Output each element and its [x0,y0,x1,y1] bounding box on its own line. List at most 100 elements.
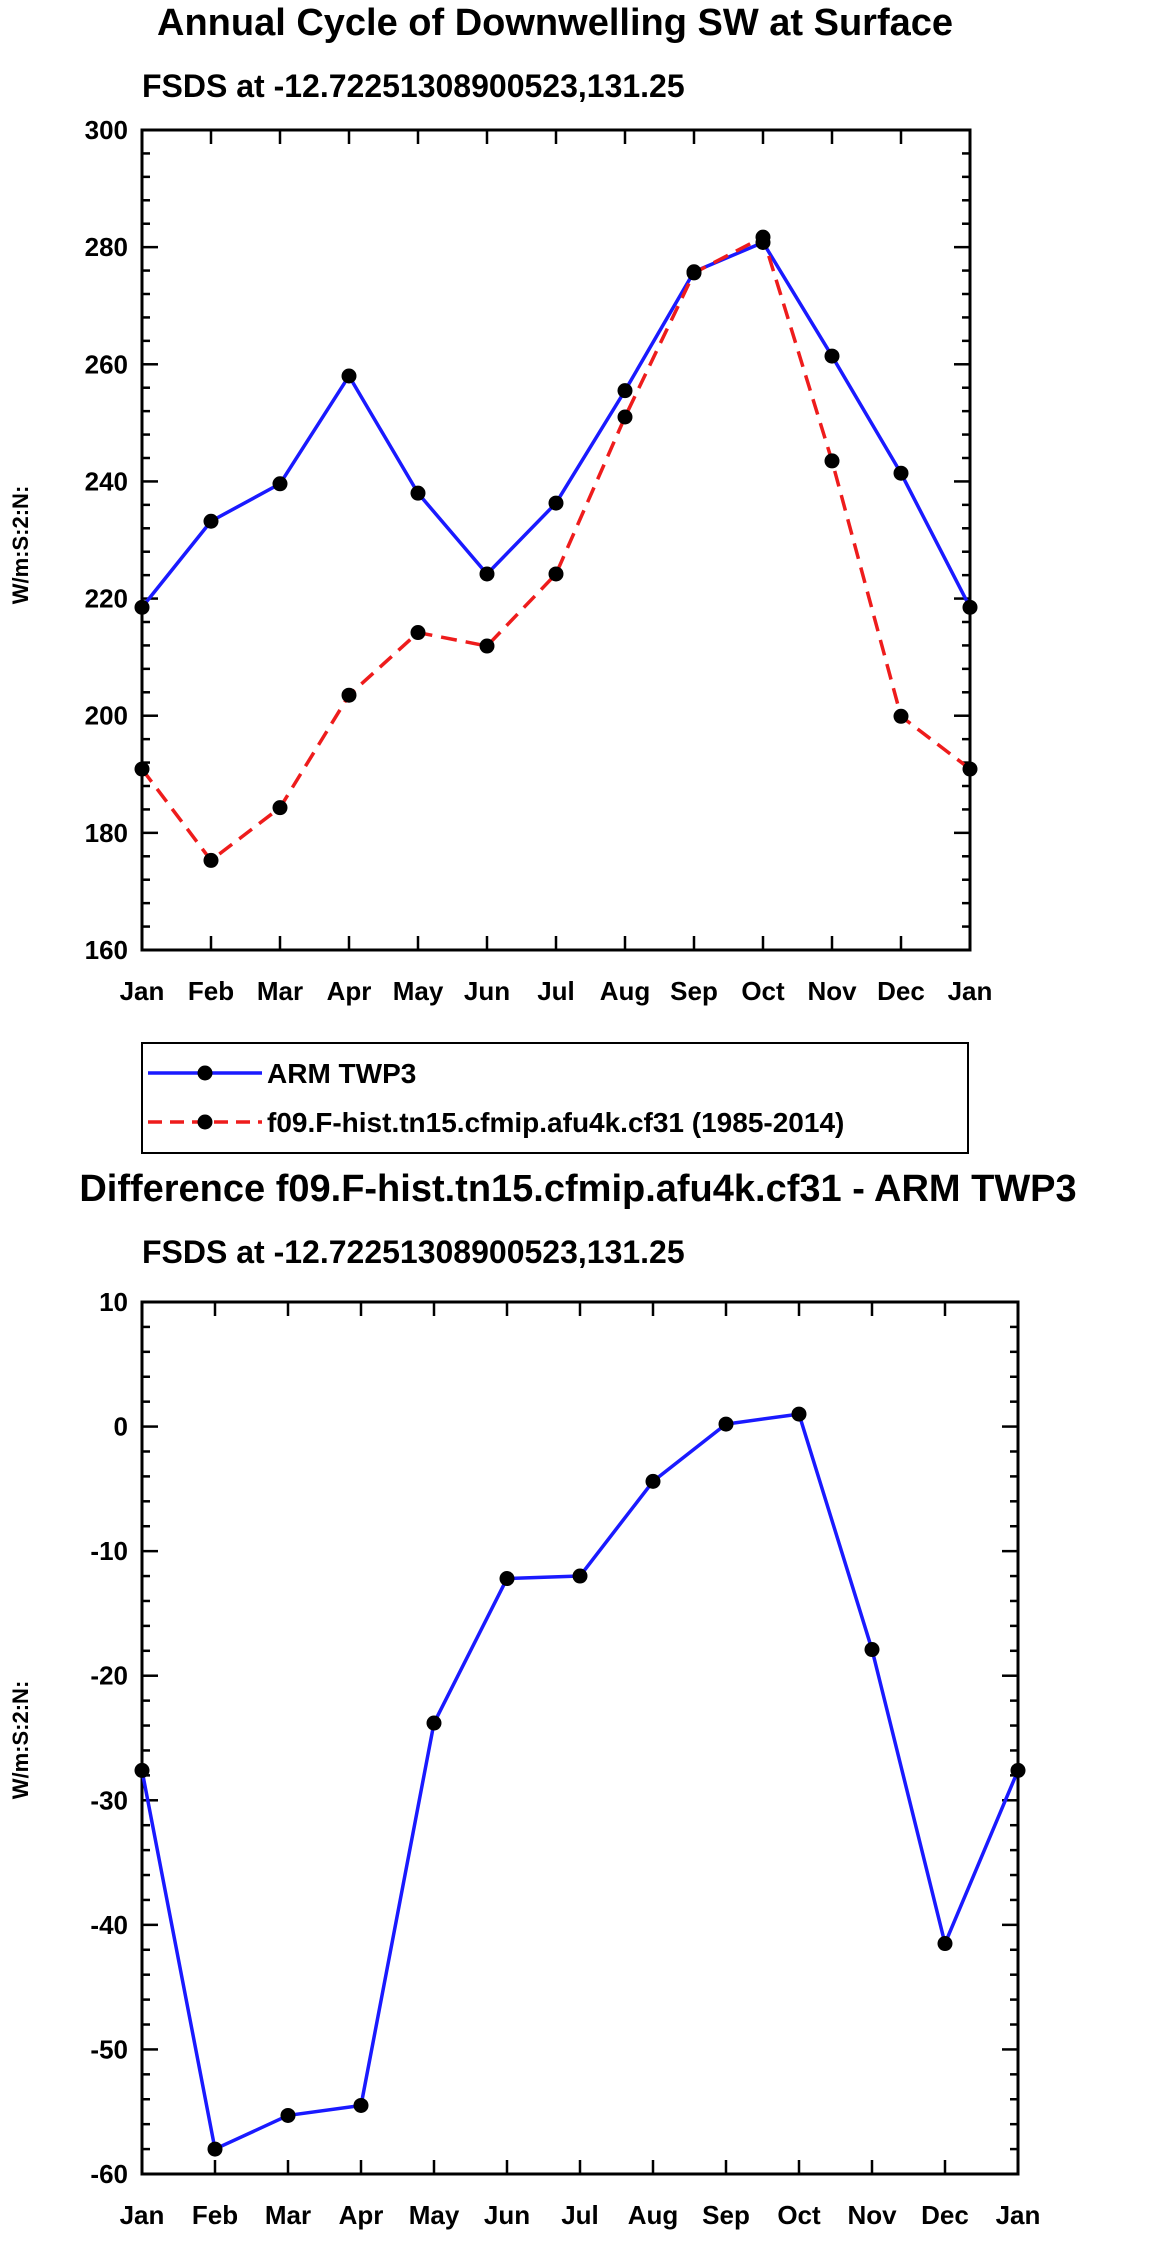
chart2-xtick-label: Mar [265,2200,311,2230]
chart1-xtick-label: Apr [327,976,372,1006]
chart1-point-1 [617,409,633,425]
chart1-xtick-label: Sep [670,976,718,1006]
chart1-xtick-label: Aug [600,976,651,1006]
chart1-point-1 [893,708,909,724]
chart2-xtick-label: Nov [847,2200,897,2230]
chart2-point-0 [791,1406,807,1422]
chart1-xtick-label: Mar [257,976,303,1006]
chart1-xtick-label: Nov [807,976,857,1006]
chart1-plot-frame [140,128,972,952]
chart2-xtick-label: Jan [120,2200,165,2230]
chart2-ticks [140,1300,1020,2176]
chart1-point-0 [824,348,840,364]
chart2-ytick-label: -30 [90,1785,128,1815]
chart2-ytick-label: 10 [99,1287,128,1317]
chart1-xtick-label: Jan [948,976,993,1006]
chart1-point-1 [272,800,288,816]
chart2-series [134,1406,1026,2157]
chart1-point-0 [341,368,357,384]
chart1-xtick-label: Dec [877,976,925,1006]
chart2-title: Difference f09.F-hist.tn15.cfmip.afu4k.c… [79,1168,1076,1210]
chart2-xtick-label: Feb [192,2200,238,2230]
chart1-title: Annual Cycle of Downwelling SW at Surfac… [157,2,953,44]
chart1-series-line-0 [140,240,972,609]
chart2-ytick-label: -60 [90,2159,128,2189]
chart2-ytick-label: 0 [114,1412,128,1442]
legend-label-model: f09.F-hist.tn15.cfmip.afu4k.cf31 (1985-2… [267,1107,844,1138]
difference-chart: Difference f09.F-hist.tn15.cfmip.afu4k.c… [8,1168,1077,2230]
chart1-ytick-label: 180 [85,818,128,848]
chart2-xtick-label: Oct [777,2200,821,2230]
chart2-point-0 [353,2097,369,2113]
chart2-xtick-label: Apr [339,2200,384,2230]
chart2-ytick-label: -50 [90,2034,128,2064]
chart1-xtick-label: Jun [464,976,510,1006]
chart2-plot-frame [140,1300,1020,2176]
chart2-xtick-label: Jul [561,2200,599,2230]
chart2-xtick-label: Sep [702,2200,750,2230]
chart2-xtick-label: Jan [996,2200,1041,2230]
legend-box [141,1042,969,1154]
chart2-point-0 [864,1642,880,1658]
chart2-point-0 [718,1416,734,1432]
chart2-subtitle: FSDS at -12.72251308900523,131.25 [142,1234,685,1270]
chart1-point-0 [134,599,150,615]
chart2-xtick-label: Jun [484,2200,530,2230]
chart2-ytick-label: -20 [90,1661,128,1691]
chart1-ticks [140,128,972,952]
chart1-subtitle: FSDS at -12.72251308900523,131.25 [142,68,685,104]
chart1-point-1 [755,229,771,245]
chart2-point-0 [1010,1762,1026,1778]
chart1-point-0 [410,485,426,501]
chart2-ylabel: W/m:S:2:N: [8,1681,33,1800]
legend-marker-arm [197,1065,213,1081]
chart1-point-0 [548,495,564,511]
chart1-series [134,229,978,868]
chart1-point-1 [341,687,357,703]
chart2-ytick-label: -10 [90,1536,128,1566]
chart1-point-0 [203,513,219,529]
chart1-xtick-label: Jul [537,976,575,1006]
chart2-point-0 [280,2107,296,2123]
chart2-point-0 [207,2141,223,2157]
chart1-point-1 [548,566,564,582]
chart1-ytick-label: 200 [85,701,128,731]
chart2-point-0 [426,1715,442,1731]
chart2-xtick-label: Dec [921,2200,969,2230]
chart2-xtick-label: May [409,2200,460,2230]
chart1-xtick-label: Oct [741,976,785,1006]
chart1-point-1 [962,761,978,777]
chart2-point-0 [645,1473,661,1489]
annual-cycle-chart: Annual Cycle of Downwelling SW at Surfac… [8,2,992,1006]
chart1-ytick-label: 300 [85,115,128,145]
chart1-ytick-label: 280 [85,232,128,262]
chart1-ytick-label: 160 [85,935,128,965]
chart1-point-1 [410,625,426,641]
chart1-ytick-label: 240 [85,466,128,496]
chart1-point-0 [272,476,288,492]
chart2-point-0 [499,1571,515,1587]
chart1-series-line-1 [140,235,972,863]
legend: ARM TWP3 f09.F-hist.tn15.cfmip.afu4k.cf3… [141,1042,969,1154]
chart1-xtick-label: May [393,976,444,1006]
chart2-point-0 [134,1762,150,1778]
chart1-point-1 [479,638,495,654]
chart1-point-1 [686,265,702,281]
chart2-series-line-0 [140,1412,1020,2151]
chart1-xtick-label: Jan [120,976,165,1006]
chart1-ylabel: W/m:S:2:N: [8,486,33,605]
chart1-point-1 [824,453,840,469]
chart2-xtick-label: Aug [628,2200,679,2230]
chart1-ytick-label: 220 [85,584,128,614]
chart1-ytick-label: 260 [85,349,128,379]
chart1-xtick-label: Feb [188,976,234,1006]
chart2-point-0 [572,1568,588,1584]
chart1-point-0 [479,566,495,582]
legend-label-arm: ARM TWP3 [267,1058,416,1089]
chart1-point-1 [203,852,219,868]
chart1-point-1 [134,761,150,777]
chart1-point-0 [962,599,978,615]
legend-marker-model [197,1114,213,1130]
chart1-point-0 [617,383,633,399]
